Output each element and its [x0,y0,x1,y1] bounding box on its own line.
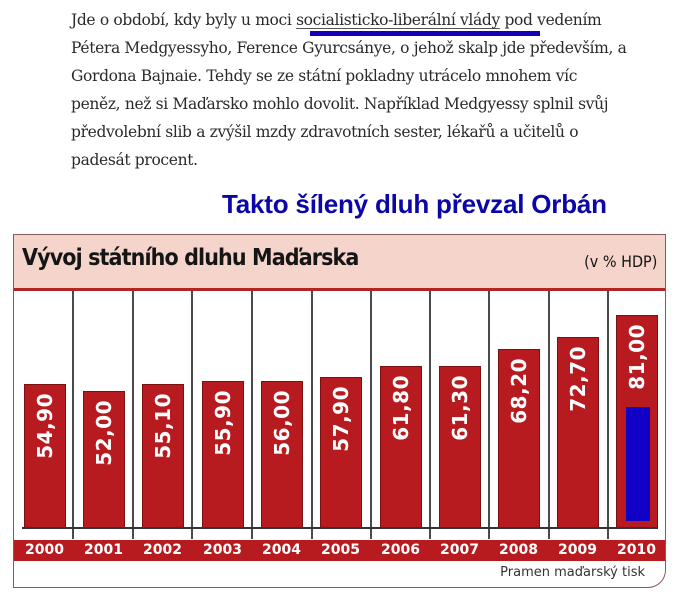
chart-baseline [22,527,657,529]
bar-2000: 54,90 [24,384,66,529]
article-line-3: Gordona Bajnaie. Tehdy se ze státní pokl… [71,67,578,85]
year-label: 2000 [25,542,64,558]
annotation-headline: Takto šílený dluh převzal Orbán [222,189,607,219]
bar-2010: 81,00 [616,315,658,529]
chart-unit: (v % HDP) [583,252,657,271]
debt-chart: Vývoj státního dluhu Maďarska (v % HDP) … [13,234,666,588]
bar-2006: 61,80 [380,366,422,529]
socialist-liberal-govt-link[interactable]: socialisticko-liberální vlády [296,11,500,29]
column-divider [191,291,193,539]
year-label: 2002 [143,542,182,558]
chart-header: Vývoj státního dluhu Maďarska (v % HDP) [14,235,665,291]
article-line-6: padesát procent. [71,151,198,169]
column-divider [429,291,431,539]
bar-2003: 55,90 [202,381,244,529]
column-divider [607,291,609,539]
column-divider [251,291,253,539]
article-line-2: Pétera Medgyessyho, Ference Gyurcsánye, … [71,39,627,57]
bar-2001: 52,00 [83,391,125,529]
year-label: 2001 [84,542,123,558]
column-divider [72,291,74,539]
bar-2005: 57,90 [320,377,362,529]
year-label: 2007 [440,542,479,558]
year-label: 2003 [203,542,242,558]
year-label: 2010 [617,542,656,558]
year-axis: 2000 2001 2002 2003 2004 2005 2006 2007 … [14,540,665,561]
year-label: 2009 [558,542,597,558]
article-line-4: peněz, než si Maďarsko mohlo dovolit. Na… [71,95,609,113]
bar-2004: 56,00 [261,381,303,529]
chart-title: Vývoj státního dluhu Maďarska [22,245,359,271]
blue-highlight-underline [310,31,540,36]
column-divider [548,291,550,539]
year-label: 2006 [381,542,420,558]
year-label: 2004 [262,542,301,558]
blue-highlight-marker [626,407,650,521]
bar-2002: 55,10 [142,384,184,529]
column-divider [132,291,134,539]
article-line-1: Jde o období, kdy byly u moci socialisti… [71,11,602,29]
column-divider [370,291,372,539]
year-label: 2005 [321,542,360,558]
bar-2008: 68,20 [498,349,540,529]
column-divider [488,291,490,539]
article-paragraph: Jde o období, kdy byly u moci socialisti… [71,6,671,174]
bar-2007: 61,30 [439,366,481,529]
chart-source: Pramen maďarský tisk [500,565,645,580]
year-label: 2008 [499,542,538,558]
bar-2009: 72,70 [557,337,599,529]
article-line-5: předvolební slib a zvýšil mzdy zdravotní… [71,123,579,141]
column-divider [311,291,313,539]
